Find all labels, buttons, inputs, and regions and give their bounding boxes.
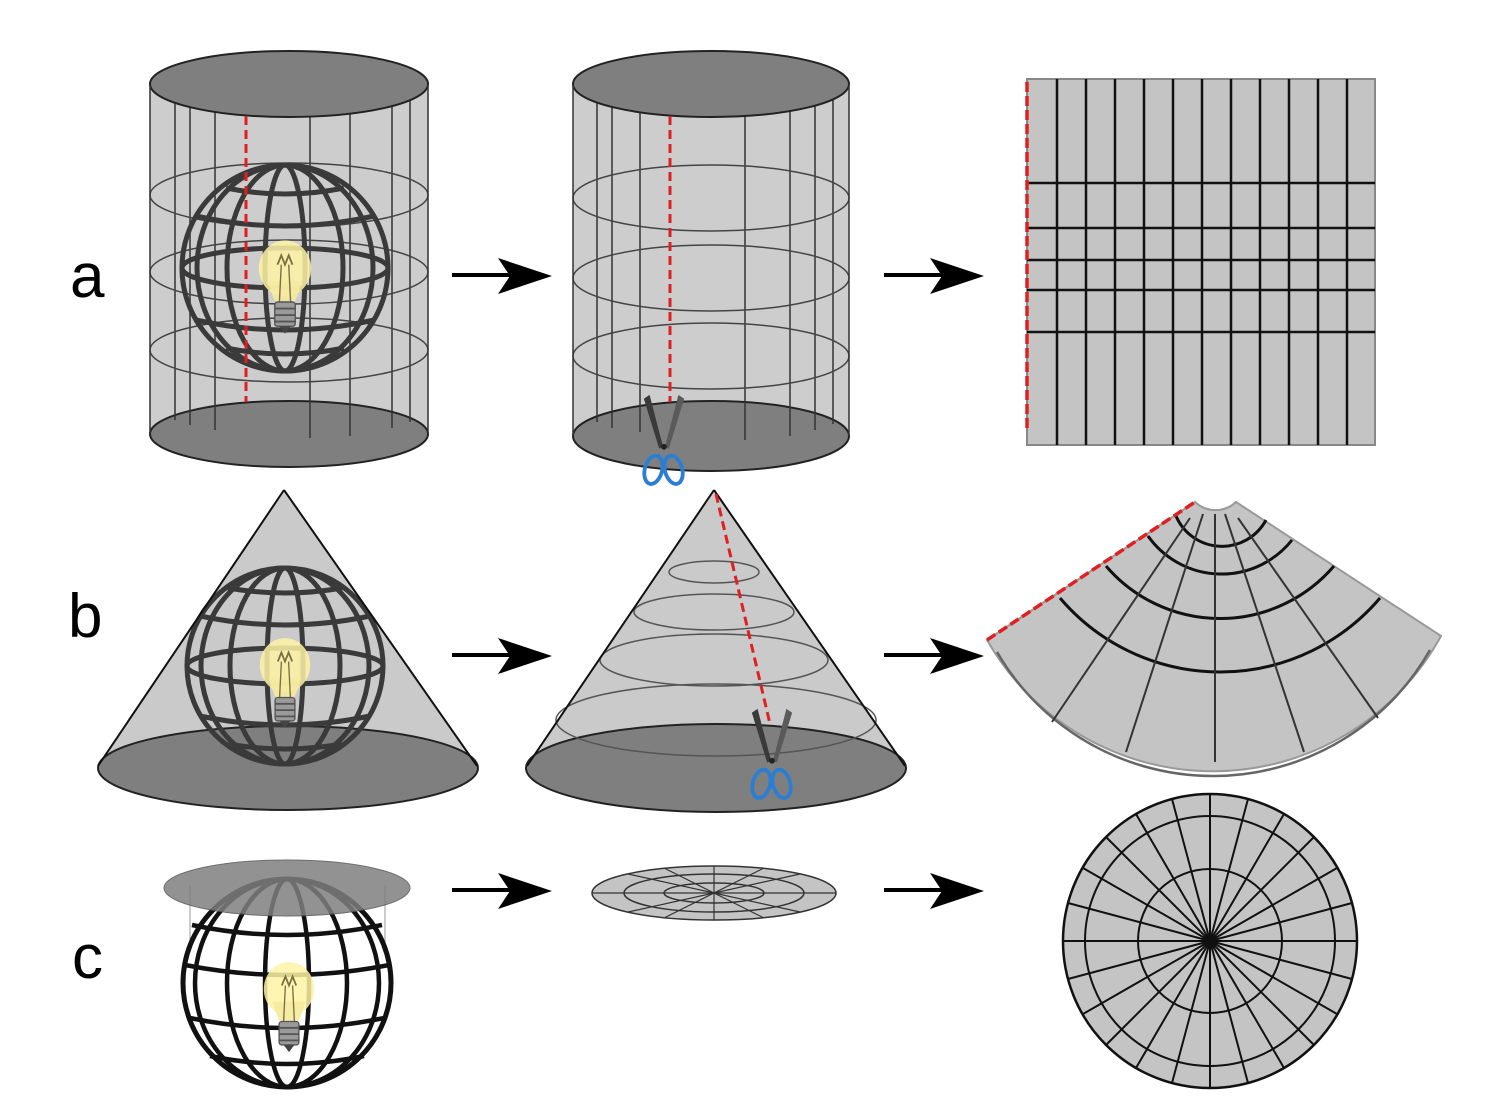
cylinder-with-globe (149, 50, 429, 468)
row-label-b: b (68, 582, 102, 651)
tilted-plane-disc (591, 865, 837, 921)
globe-with-plane (163, 859, 411, 1090)
arrow-right-icon (452, 873, 552, 909)
arrow-right-icon (884, 873, 984, 909)
cone-cut (525, 489, 907, 813)
arrow-right-icon (884, 258, 984, 294)
conic-projection-fan (985, 500, 1443, 778)
row-label-a: a (70, 242, 105, 311)
row-label-c: c (72, 923, 103, 992)
arrow-right-icon (884, 638, 984, 674)
cylindrical-projection-grid (1025, 78, 1376, 446)
cone-with-globe (97, 489, 479, 811)
azimuthal-projection-disc (1061, 792, 1359, 1090)
cylinder-cut (572, 50, 850, 488)
arrow-right-icon (452, 258, 552, 294)
arrow-right-icon (452, 638, 552, 674)
